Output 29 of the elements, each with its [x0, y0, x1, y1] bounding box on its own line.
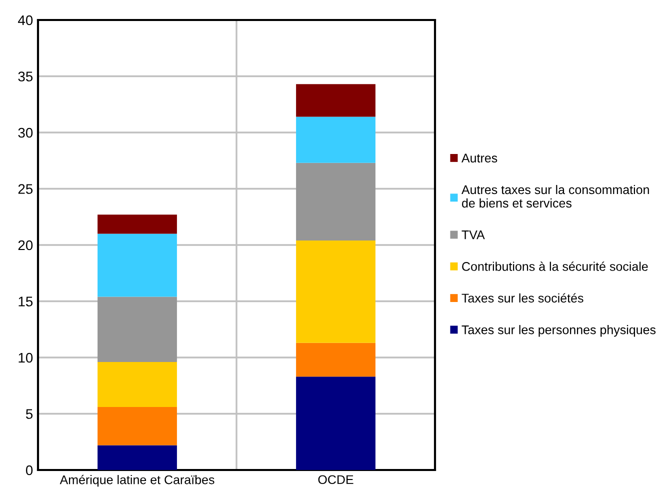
- bar: [98, 296, 177, 362]
- y-tick-label: 35: [18, 72, 33, 82]
- bar: [296, 240, 376, 343]
- x-tick-label: OCDE: [318, 475, 354, 484]
- y-tick-label: 5: [26, 409, 33, 419]
- y-tick-label: 0: [26, 465, 33, 476]
- bar: [98, 362, 177, 407]
- y-tick-label: 30: [18, 128, 33, 138]
- y-tick-label: 25: [18, 184, 33, 194]
- legend-label: TVA: [462, 230, 485, 240]
- bar: [296, 84, 376, 117]
- bar: [296, 376, 376, 470]
- bar: [98, 407, 177, 446]
- bar: [296, 342, 376, 377]
- bar: [296, 162, 376, 240]
- bar: [98, 445, 177, 470]
- legend-label: Contributions à la sécurité sociale: [462, 262, 648, 271]
- legend-label: Autres taxes sur la consommation de biens et services: [461, 184, 649, 208]
- y-tick-label: 40: [18, 15, 33, 26]
- bar: [98, 214, 177, 234]
- y-tick-label: 20: [18, 240, 33, 250]
- y-tick-label: 15: [18, 296, 33, 306]
- x-tick-label: Amérique latine et Caraïbes: [60, 474, 214, 487]
- bar: [296, 116, 376, 163]
- legend-label: Taxes sur les sociétés: [462, 293, 584, 303]
- legend-label: Autres: [461, 154, 498, 162]
- legend-label: Taxes sur les personnes physiques: [462, 325, 656, 337]
- y-tick-label: 10: [18, 352, 33, 363]
- bar: [98, 234, 177, 297]
